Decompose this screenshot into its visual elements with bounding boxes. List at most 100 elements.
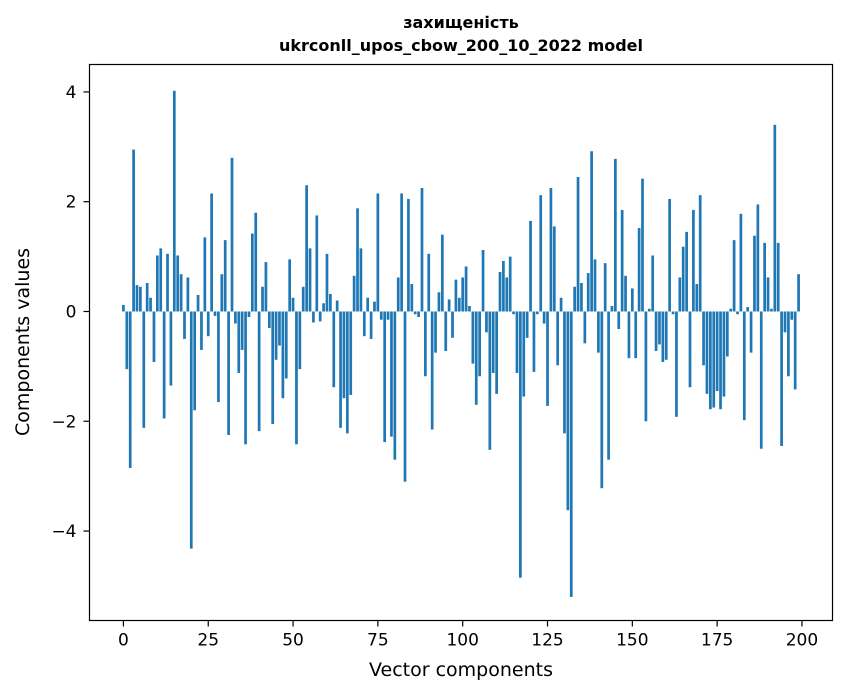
bar: [491, 311, 495, 373]
bar: [566, 311, 570, 511]
bar: [139, 286, 142, 312]
bar: [783, 311, 787, 333]
bar: [240, 311, 244, 350]
bar: [678, 277, 682, 312]
bar: [403, 311, 407, 482]
bar: [345, 311, 349, 434]
bar: [250, 233, 254, 312]
bar: [461, 277, 465, 312]
bar: [424, 311, 427, 377]
bar: [586, 273, 590, 312]
bar: [254, 212, 258, 312]
bar: [600, 311, 604, 489]
bar: [790, 311, 794, 320]
bar: [379, 311, 383, 320]
bar: [325, 253, 329, 312]
bar: [369, 311, 373, 339]
bar: [742, 311, 746, 421]
bar: [569, 311, 573, 597]
bar: [223, 240, 227, 312]
bar: [434, 311, 437, 353]
bar: [583, 311, 587, 344]
bar: [644, 311, 648, 422]
bar: [128, 311, 132, 468]
bar: [715, 311, 719, 392]
bar: [712, 311, 716, 408]
bar: [444, 311, 448, 352]
bar: [352, 275, 356, 312]
bar: [505, 277, 509, 312]
bar: [607, 311, 610, 460]
bar: [576, 177, 580, 312]
plot-frame: [88, 63, 834, 622]
bar: [478, 311, 482, 377]
bar-series: [122, 90, 800, 597]
bar: [756, 204, 760, 312]
bar: [322, 303, 325, 312]
bar: [278, 311, 281, 346]
bar: [189, 311, 193, 549]
bar: [766, 277, 770, 312]
bar: [681, 246, 685, 312]
x-axis-label: Vector components: [369, 659, 553, 681]
bar: [281, 311, 285, 399]
bar: [451, 311, 454, 338]
bar: [515, 311, 519, 373]
bar: [502, 260, 505, 312]
bar: [590, 151, 593, 312]
bar: [244, 311, 247, 445]
bar: [661, 311, 665, 362]
bar: [362, 311, 366, 337]
bar: [288, 259, 292, 312]
bar: [295, 311, 298, 445]
x-tick-label: 150: [616, 631, 648, 651]
bar: [630, 288, 634, 312]
bar: [373, 301, 376, 312]
bar: [620, 209, 624, 312]
bar: [637, 228, 641, 312]
bar: [776, 242, 780, 312]
bar: [457, 297, 461, 312]
bar: [179, 274, 183, 312]
bar: [427, 253, 431, 312]
bar: [349, 311, 353, 395]
bar: [719, 311, 722, 410]
bar: [614, 158, 617, 312]
bar: [210, 193, 213, 312]
bar: [651, 255, 655, 312]
bar: [695, 284, 699, 312]
bar: [149, 297, 152, 312]
bar: [552, 226, 556, 312]
bar: [634, 311, 638, 359]
bar: [156, 255, 159, 312]
x-tick-label: 0: [118, 631, 129, 651]
bar: [413, 311, 417, 315]
bar: [437, 292, 441, 312]
y-tick-label: −2: [51, 412, 76, 432]
y-tick-label: −4: [51, 522, 76, 542]
bar: [447, 299, 451, 312]
bar: [145, 282, 149, 312]
bar: [257, 311, 261, 432]
bar: [237, 311, 241, 373]
bar: [301, 286, 305, 312]
bar: [383, 311, 387, 443]
bar: [339, 311, 342, 428]
bar: [773, 124, 777, 312]
x-tick-label: 100: [446, 631, 478, 651]
bar: [135, 285, 139, 312]
bar: [532, 311, 536, 372]
y-tick-label: 4: [66, 83, 77, 103]
x-axis-ticks: 0 25 50 75 100 125 150 175 200: [118, 620, 818, 651]
bar: [176, 255, 180, 312]
bar: [685, 231, 688, 312]
bar: [329, 293, 332, 312]
bar: [498, 271, 502, 312]
bar: [675, 311, 678, 417]
y-tick-label: 2: [66, 193, 77, 213]
bar: [200, 311, 203, 350]
bar: [267, 311, 271, 328]
bar: [563, 311, 566, 434]
bar: [440, 234, 444, 312]
bar: [298, 311, 302, 370]
